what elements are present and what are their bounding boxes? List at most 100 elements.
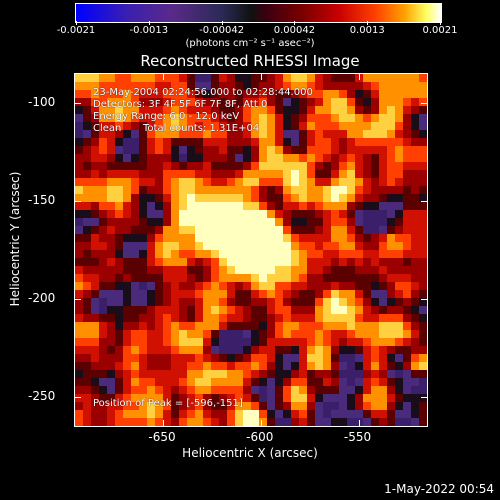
image-pixel	[331, 330, 340, 339]
image-pixel	[195, 106, 204, 115]
image-pixel	[195, 346, 204, 355]
image-pixel	[259, 122, 268, 131]
image-pixel	[179, 218, 188, 227]
image-pixel	[347, 194, 356, 203]
y-tick	[75, 201, 81, 203]
image-pixel	[219, 298, 228, 307]
image-pixel	[403, 418, 412, 426]
image-pixel	[75, 290, 84, 299]
image-pixel	[315, 154, 324, 163]
image-pixel	[331, 354, 340, 363]
image-pixel	[411, 346, 420, 355]
image-pixel	[411, 386, 420, 395]
image-pixel	[323, 394, 332, 403]
image-pixel	[163, 162, 172, 171]
image-pixel	[219, 138, 228, 147]
x-tick-label: -650	[148, 430, 176, 444]
image-pixel	[307, 82, 316, 91]
image-pixel	[331, 218, 340, 227]
image-pixel	[235, 122, 244, 131]
image-pixel	[203, 130, 212, 139]
image-pixel	[123, 178, 132, 187]
image-pixel	[339, 370, 348, 379]
image-pixel	[123, 250, 132, 259]
image-pixel	[107, 154, 116, 163]
image-pixel	[155, 394, 164, 403]
image-pixel	[347, 346, 356, 355]
image-pixel	[243, 338, 252, 347]
image-pixel	[299, 98, 308, 107]
image-pixel	[307, 202, 316, 211]
image-pixel	[131, 314, 140, 323]
image-pixel	[251, 162, 260, 171]
image-pixel	[179, 402, 188, 411]
image-pixel	[83, 226, 92, 235]
image-pixel	[371, 122, 380, 131]
image-pixel	[203, 90, 212, 99]
image-pixel	[275, 394, 284, 403]
image-pixel	[195, 370, 204, 379]
image-pixel	[147, 234, 156, 243]
image-pixel	[267, 338, 276, 347]
image-pixel	[99, 226, 108, 235]
image-pixel	[235, 410, 244, 419]
image-pixel	[187, 314, 196, 323]
image-pixel	[171, 154, 180, 163]
image-pixel	[307, 218, 316, 227]
image-pixel	[403, 370, 412, 379]
image-pixel	[147, 122, 156, 131]
image-pixel	[291, 394, 300, 403]
image-pixel	[179, 298, 188, 307]
image-pixel	[331, 370, 340, 379]
image-pixel	[171, 210, 180, 219]
image-pixel	[91, 274, 100, 283]
image-pixel	[147, 218, 156, 227]
image-pixel	[307, 378, 316, 387]
image-pixel	[371, 370, 380, 379]
image-pixel	[291, 154, 300, 163]
image-pixel	[235, 250, 244, 259]
image-pixel	[315, 370, 324, 379]
image-pixel	[139, 290, 148, 299]
image-pixel	[107, 210, 116, 219]
image-pixel	[371, 178, 380, 187]
image-pixel	[299, 74, 308, 83]
image-pixel	[179, 386, 188, 395]
image-pixel	[99, 122, 108, 131]
image-pixel	[211, 386, 220, 395]
image-pixel	[299, 194, 308, 203]
image-pixel	[203, 330, 212, 339]
image-pixel	[243, 138, 252, 147]
image-pixel	[139, 386, 148, 395]
image-pixel	[331, 194, 340, 203]
image-pixel	[131, 146, 140, 155]
image-pixel	[339, 298, 348, 307]
image-pixel	[139, 178, 148, 187]
image-pixel	[387, 74, 396, 83]
image-pixel	[195, 162, 204, 171]
image-pixel	[315, 146, 324, 155]
image-pixel	[211, 274, 220, 283]
image-pixel	[259, 82, 268, 91]
image-pixel	[323, 82, 332, 91]
image-pixel	[275, 234, 284, 243]
image-pixel	[299, 202, 308, 211]
image-pixel	[371, 386, 380, 395]
image-pixel	[251, 234, 260, 243]
colorbar-tick-label: 0.0013	[349, 25, 385, 36]
image-pixel	[203, 274, 212, 283]
image-pixel	[211, 290, 220, 299]
image-pixel	[355, 410, 364, 419]
image-pixel	[339, 266, 348, 275]
image-pixel	[235, 242, 244, 251]
image-pixel	[283, 354, 292, 363]
image-pixel	[251, 298, 260, 307]
image-pixel	[195, 266, 204, 275]
image-pixel	[387, 258, 396, 267]
image-pixel	[235, 234, 244, 243]
image-pixel	[411, 290, 420, 299]
image-pixel	[355, 290, 364, 299]
image-pixel	[403, 74, 412, 83]
image-pixel	[123, 226, 132, 235]
image-pixel	[243, 322, 252, 331]
